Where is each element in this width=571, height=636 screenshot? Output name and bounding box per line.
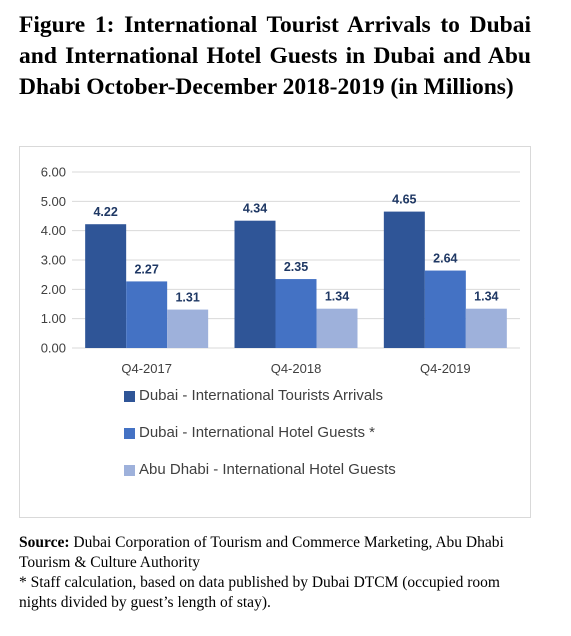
y-tick-label: 2.00	[41, 282, 66, 297]
y-tick-label: 1.00	[41, 311, 66, 326]
y-tick-label: 5.00	[41, 194, 66, 209]
bar	[167, 309, 209, 348]
data-label: 1.34	[474, 290, 498, 304]
legend-label: Abu Dhabi - International Hotel Guests	[139, 461, 396, 478]
bar	[275, 279, 317, 348]
source-label: Source:	[19, 534, 70, 551]
y-tick-label: 3.00	[41, 253, 66, 268]
legend-label: Dubai - International Hotel Guests *	[139, 424, 375, 441]
bar	[424, 270, 466, 348]
data-label: 4.65	[392, 193, 416, 207]
x-tick-label: Q4-2019	[420, 361, 471, 376]
legend-item: Abu Dhabi - International Hotel Guests	[124, 461, 524, 498]
legend-item: Dubai - International Hotel Guests *	[124, 424, 524, 461]
source-note: Source: Dubai Corporation of Tourism and…	[19, 533, 531, 613]
bar	[316, 308, 358, 348]
legend-swatch	[124, 465, 135, 476]
legend-label: Dubai - International Tourists Arrivals	[139, 387, 383, 404]
y-tick-label: 4.00	[41, 223, 66, 238]
chart-legend: Dubai - International Tourists Arrivals D…	[124, 387, 524, 498]
data-label: 2.35	[284, 260, 308, 274]
legend-swatch	[124, 428, 135, 439]
x-tick-label: Q4-2018	[271, 361, 322, 376]
y-tick-label: 0.00	[41, 341, 66, 356]
data-label: 2.64	[433, 252, 457, 266]
data-label: 2.27	[134, 262, 158, 276]
figure-title: Figure 1: International Tourist Arrivals…	[19, 12, 531, 100]
data-label: 1.34	[325, 290, 349, 304]
footnote: * Staff calculation, based on data publi…	[19, 574, 500, 611]
bar	[465, 308, 507, 348]
data-label: 1.31	[175, 291, 199, 305]
bar	[126, 281, 168, 348]
legend-item: Dubai - International Tourists Arrivals	[124, 387, 524, 424]
bar	[234, 220, 276, 348]
x-tick-label: Q4-2017	[121, 361, 172, 376]
chart-container: 0.00 1.00 2.00 3.00 4.00 5.00 6.00 4.22 2.27 1.31…	[19, 146, 531, 518]
y-tick-label: 6.00	[41, 165, 66, 180]
bar	[85, 224, 127, 348]
legend-swatch	[124, 391, 135, 402]
bar	[383, 211, 425, 348]
source-text: Dubai Corporation of Tourism and Commerc…	[19, 534, 504, 571]
data-label: 4.34	[243, 202, 267, 216]
data-label: 4.22	[93, 205, 117, 219]
bar-chart: 0.00 1.00 2.00 3.00 4.00 5.00 6.00 4.22 2.27 1.31…	[41, 165, 520, 376]
